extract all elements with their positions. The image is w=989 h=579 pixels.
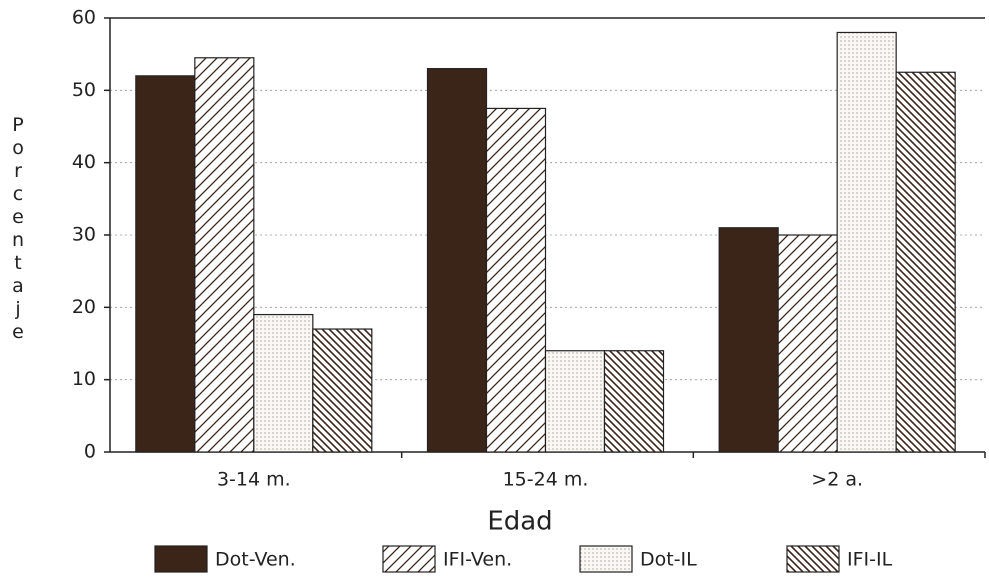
y-tick-label: 40 — [72, 151, 96, 173]
legend-swatch — [382, 545, 436, 573]
y-tick-label: 60 — [72, 7, 96, 29]
x-axis-label: Edad — [487, 507, 552, 537]
y-tick-label: 10 — [72, 368, 96, 390]
bar — [718, 227, 779, 453]
bar — [312, 328, 373, 453]
legend-label: IFI-IL — [847, 549, 893, 571]
x-tick-label: 15-24 m. — [503, 469, 589, 491]
x-tick-label: 3-14 m. — [217, 469, 291, 491]
bar — [135, 75, 196, 453]
bar — [485, 107, 547, 453]
y-tick-label: 20 — [72, 296, 96, 318]
y-tick-label: 0 — [84, 441, 96, 463]
legend-label: Dot-IL — [640, 549, 697, 571]
legend-swatch — [154, 545, 208, 573]
y-tick-label: 50 — [72, 79, 96, 101]
bar — [426, 68, 488, 453]
y-tick-label: 30 — [72, 224, 96, 246]
bar — [603, 350, 665, 453]
bar — [777, 234, 838, 453]
legend-label: IFI-Ven. — [443, 549, 512, 571]
bar — [253, 313, 314, 453]
x-tick-label: >2 a. — [811, 469, 863, 491]
legend-swatch — [579, 545, 633, 573]
bar — [836, 31, 897, 453]
legend-label: Dot-Ven. — [215, 549, 296, 571]
legend-swatch — [786, 545, 840, 573]
bar — [895, 71, 956, 453]
bar — [194, 57, 255, 453]
bar — [544, 350, 606, 453]
